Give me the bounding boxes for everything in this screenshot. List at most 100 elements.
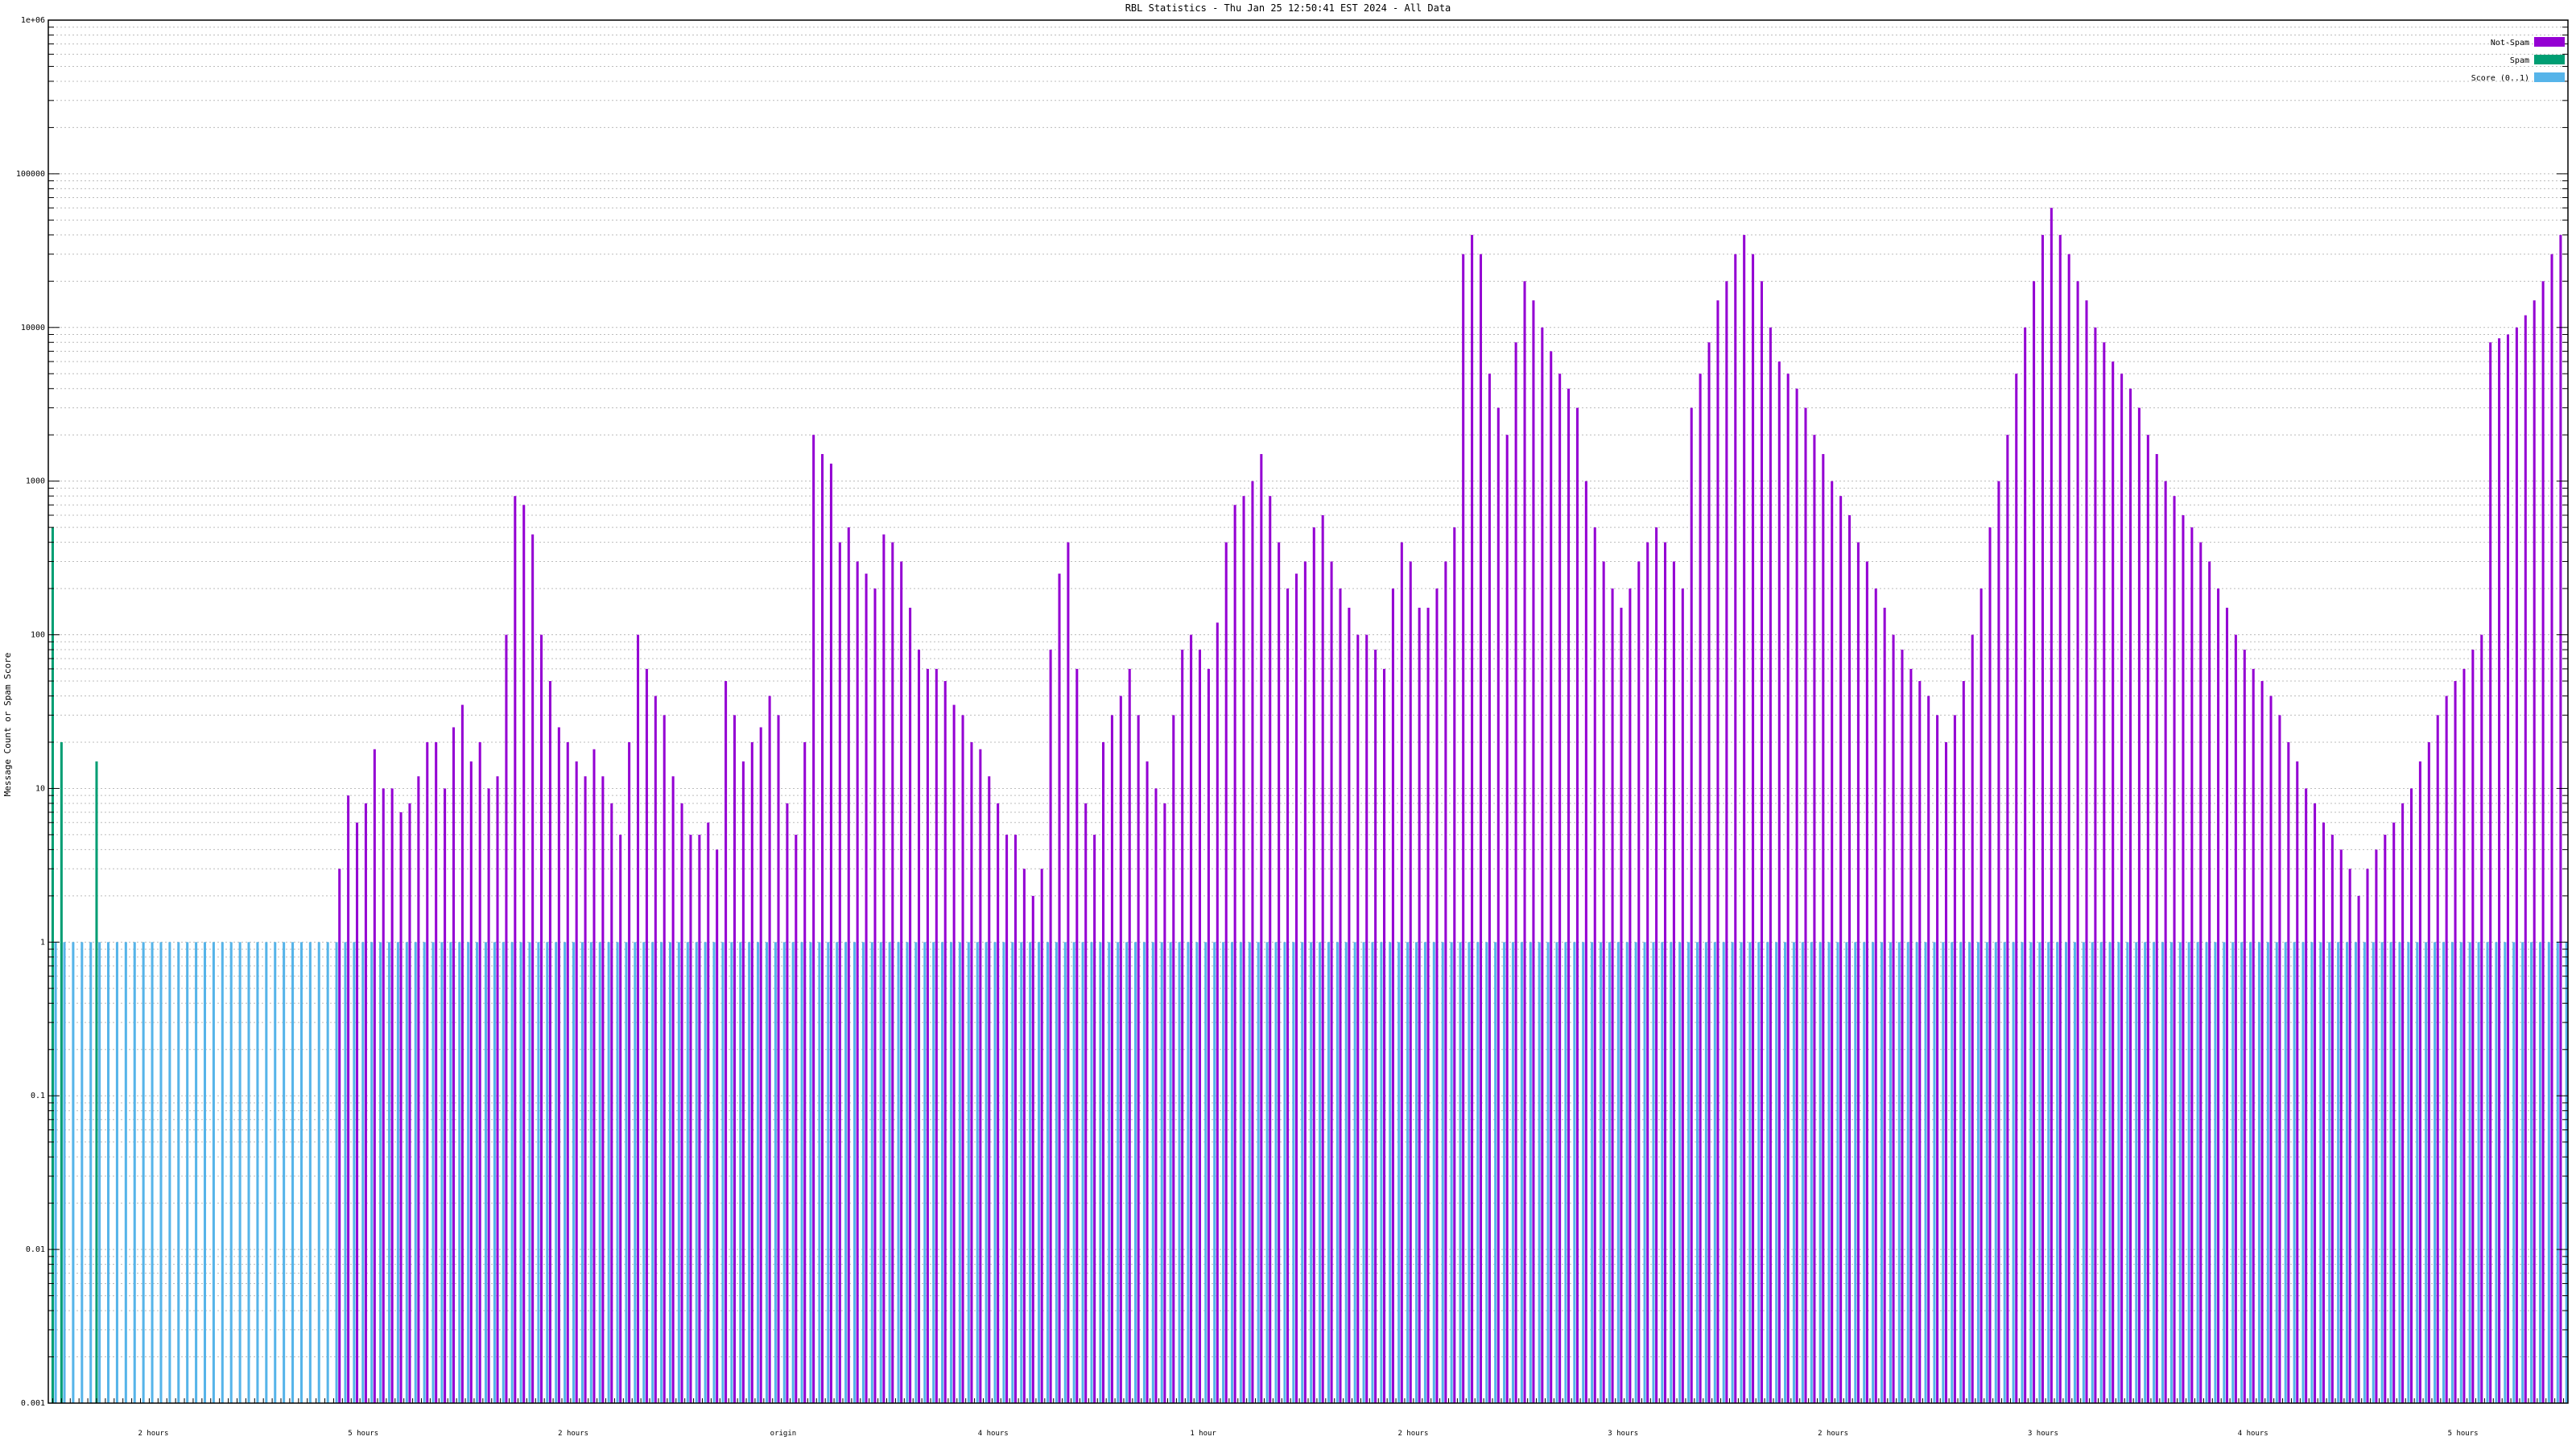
bar-score-0-1	[1222, 942, 1225, 1403]
bar-not-spam	[1013, 834, 1017, 1403]
bar-score-0-1	[1591, 942, 1594, 1403]
bar-score-0-1	[791, 942, 795, 1403]
bar-not-spam	[469, 761, 473, 1403]
bar-score-0-1	[1616, 942, 1620, 1403]
bar-score-0-1	[1134, 942, 1137, 1403]
bar-not-spam	[1058, 573, 1061, 1403]
bar-not-spam	[1067, 542, 1070, 1403]
bar-not-spam	[2155, 454, 2158, 1403]
bar-score-0-1	[493, 942, 496, 1403]
bar-score-0-1	[528, 942, 531, 1403]
bar-not-spam	[2375, 849, 2378, 1403]
bar-score-0-1	[1151, 942, 1154, 1403]
bar-score-0-1	[2073, 942, 2076, 1403]
bar-score-0-1	[2178, 942, 2182, 1403]
bar-not-spam	[2112, 361, 2115, 1403]
bar-score-0-1	[1792, 942, 1795, 1403]
bar-not-spam	[637, 634, 640, 1403]
bar-score-0-1	[1414, 942, 1418, 1403]
bar-not-spam	[399, 812, 402, 1403]
bar-score-0-1	[2284, 942, 2287, 1403]
bar-score-0-1	[870, 942, 873, 1403]
bar-not-spam	[821, 454, 824, 1403]
bar-score-0-1	[1661, 942, 1664, 1403]
bar-not-spam	[970, 741, 973, 1403]
bar-score-0-1	[405, 942, 408, 1403]
bar-not-spam	[2418, 761, 2421, 1403]
bar-not-spam	[382, 788, 385, 1403]
bar-score-0-1	[660, 942, 663, 1403]
bar-score-0-1	[1880, 942, 1884, 1403]
bar-score-0-1	[2275, 942, 2278, 1403]
bar-score-0-1	[1081, 942, 1084, 1403]
bar-score-0-1	[782, 942, 786, 1403]
bar-not-spam	[2445, 696, 2448, 1403]
bar-not-spam	[2550, 254, 2553, 1404]
legend-entry-label: Score (0..1)	[2471, 74, 2529, 83]
bar-score-0-1	[2565, 942, 2568, 1403]
bar-score-0-1	[2495, 942, 2498, 1403]
bar-score-0-1	[1108, 942, 1111, 1403]
x-category-label: 2 hours	[1397, 1430, 1428, 1438]
bar-not-spam	[1294, 573, 1298, 1403]
bar-not-spam	[1049, 650, 1052, 1403]
bar-score-0-1	[1520, 942, 1523, 1403]
bar-score-0-1	[1872, 942, 1875, 1403]
bar-not-spam	[1409, 561, 1412, 1403]
bar-not-spam	[2260, 681, 2264, 1403]
bar-score-0-1	[695, 942, 698, 1403]
bar-score-0-1	[2556, 942, 2559, 1403]
bar-score-0-1	[2372, 942, 2375, 1403]
bar-not-spam	[891, 542, 894, 1403]
bar-not-spam	[1752, 254, 1755, 1404]
bar-score-0-1	[1265, 942, 1269, 1403]
bar-score-0-1	[98, 942, 101, 1403]
bar-not-spam	[1479, 254, 1483, 1404]
bar-not-spam	[2182, 515, 2185, 1403]
bar-spam	[95, 761, 98, 1403]
bar-score-0-1	[1564, 942, 1567, 1403]
bar-score-0-1	[677, 942, 680, 1403]
bar-score-0-1	[2091, 942, 2094, 1403]
bar-not-spam	[1629, 588, 1632, 1403]
bar-score-0-1	[151, 942, 154, 1403]
bar-not-spam	[1391, 588, 1394, 1403]
bar-score-0-1	[2459, 942, 2462, 1403]
bar-not-spam	[2454, 681, 2457, 1403]
bar-score-0-1	[1468, 942, 1471, 1403]
bar-score-0-1	[89, 942, 93, 1403]
bar-score-0-1	[1310, 942, 1313, 1403]
bar-score-0-1	[229, 942, 233, 1403]
bar-score-0-1	[906, 942, 909, 1403]
y-tick-label: 0.001	[21, 1399, 45, 1408]
bar-score-0-1	[2214, 942, 2217, 1403]
bar-score-0-1	[2530, 942, 2533, 1403]
bar-not-spam	[2287, 741, 2290, 1403]
bar-score-0-1	[1582, 942, 1585, 1403]
bar-score-0-1	[809, 942, 812, 1403]
bar-not-spam	[1462, 254, 1465, 1404]
bar-score-0-1	[2021, 942, 2024, 1403]
bar-not-spam	[2225, 607, 2229, 1403]
bar-score-0-1	[1863, 942, 1866, 1403]
bar-score-0-1	[274, 942, 277, 1403]
bar-score-0-1	[423, 942, 426, 1403]
bar-score-0-1	[765, 942, 768, 1403]
bar-score-0-1	[2161, 942, 2165, 1403]
bar-score-0-1	[370, 942, 374, 1403]
bar-not-spam	[2314, 803, 2317, 1403]
bar-score-0-1	[519, 942, 522, 1403]
bar-score-0-1	[2328, 942, 2331, 1403]
bar-score-0-1	[396, 942, 399, 1403]
bar-score-0-1	[1933, 942, 1936, 1403]
bar-not-spam	[2366, 869, 2369, 1403]
bar-not-spam	[619, 834, 622, 1403]
bar-not-spam	[347, 795, 350, 1403]
bar-not-spam	[1040, 869, 1043, 1403]
bar-not-spam	[1198, 650, 1202, 1403]
bar-score-0-1	[449, 942, 452, 1403]
bar-not-spam	[1936, 715, 1939, 1403]
bar-not-spam	[2498, 338, 2501, 1403]
bar-score-0-1	[598, 942, 601, 1403]
